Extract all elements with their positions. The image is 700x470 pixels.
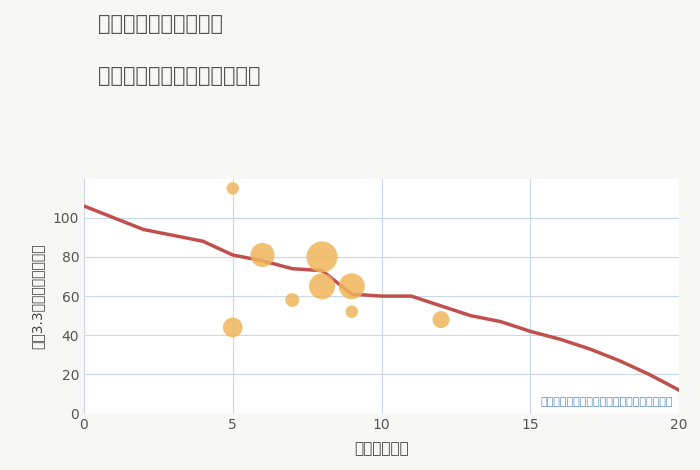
X-axis label: 駅距離（分）: 駅距離（分） [354, 441, 409, 456]
Point [346, 282, 357, 290]
Y-axis label: 坪（3.3㎡）単価（万円）: 坪（3.3㎡）単価（万円） [30, 243, 44, 349]
Point [257, 251, 268, 258]
Point [316, 282, 328, 290]
Text: 福岡県太宰府市朱雀の: 福岡県太宰府市朱雀の [98, 14, 223, 34]
Point [435, 316, 447, 323]
Text: 円の大きさは、取引のあった物件面積を示す: 円の大きさは、取引のあった物件面積を示す [540, 397, 673, 407]
Point [287, 296, 298, 304]
Point [227, 185, 238, 192]
Text: 駅距離別中古マンション価格: 駅距離別中古マンション価格 [98, 66, 260, 86]
Point [316, 253, 328, 261]
Point [346, 308, 357, 315]
Point [227, 324, 238, 331]
